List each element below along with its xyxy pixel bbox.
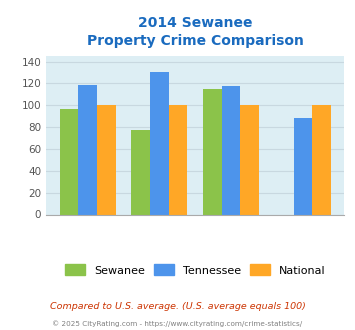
Legend: Sewanee, Tennessee, National: Sewanee, Tennessee, National (65, 264, 325, 276)
Title: 2014 Sewanee
Property Crime Comparison: 2014 Sewanee Property Crime Comparison (87, 16, 304, 48)
Bar (97, 105, 116, 214)
Bar (169, 105, 187, 214)
Text: © 2025 CityRating.com - https://www.cityrating.com/crime-statistics/: © 2025 CityRating.com - https://www.city… (53, 321, 302, 327)
Bar (78, 84, 97, 214)
Bar (131, 130, 150, 214)
Bar (222, 85, 240, 214)
Bar (150, 73, 169, 214)
Bar (60, 109, 78, 214)
Bar (203, 89, 222, 214)
Bar (312, 105, 331, 214)
Text: Compared to U.S. average. (U.S. average equals 100): Compared to U.S. average. (U.S. average … (50, 302, 305, 311)
Bar (240, 105, 259, 214)
Bar (294, 118, 312, 214)
